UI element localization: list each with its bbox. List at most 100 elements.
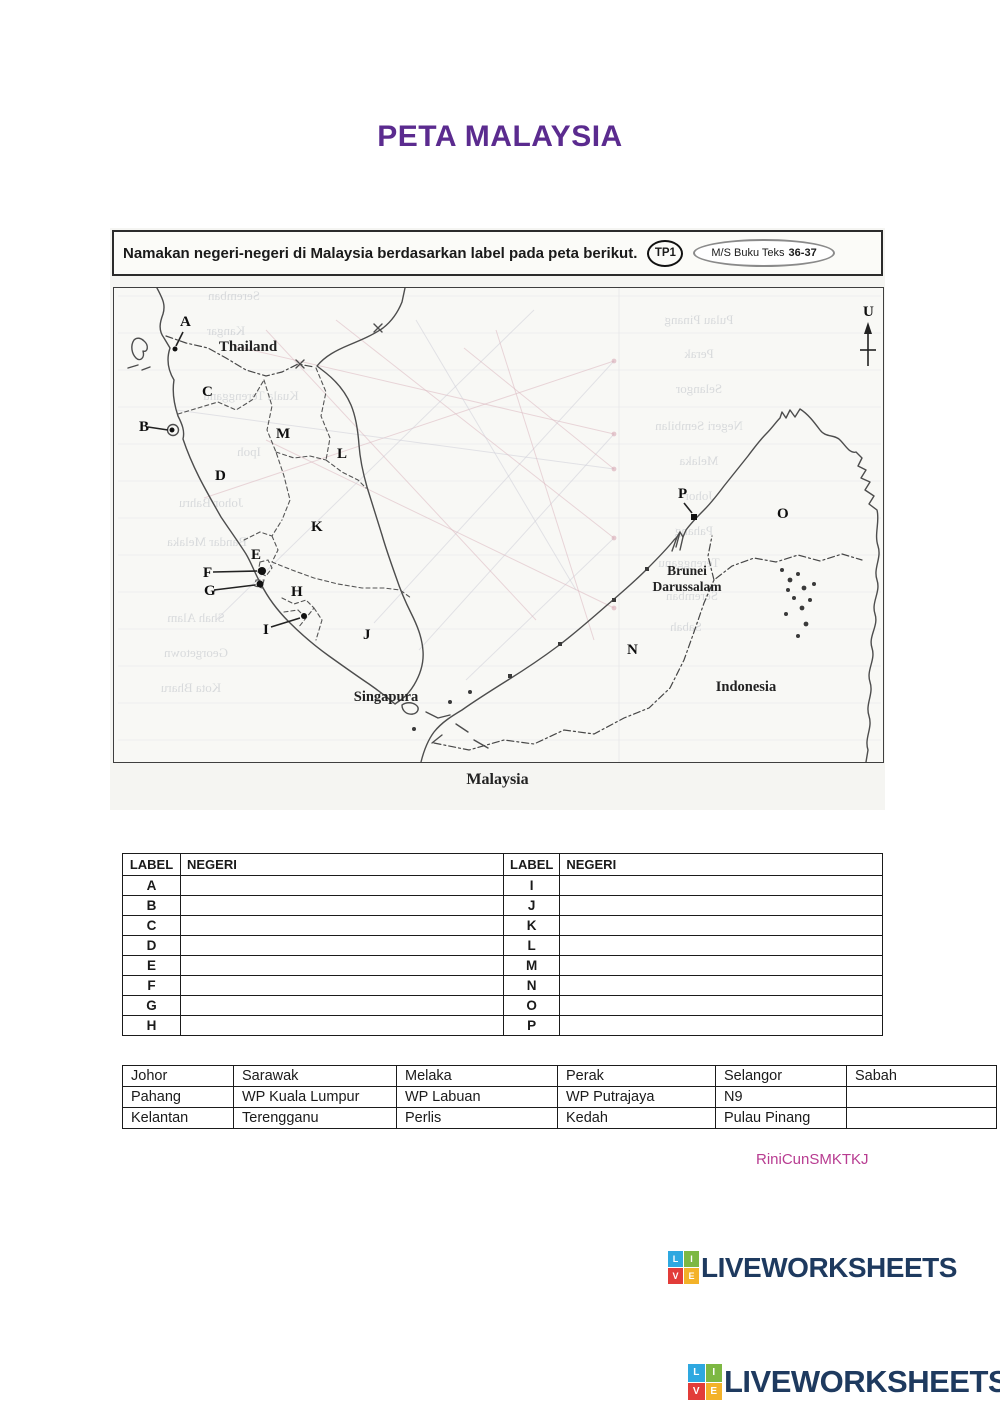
word-bank-item: WP Kuala Lumpur xyxy=(233,1086,397,1108)
answer-table-header-label-left: LABEL xyxy=(122,853,181,876)
word-bank-row: Pahang WP Kuala Lumpur WP Labuan WP Putraja… xyxy=(122,1086,997,1108)
word-bank-item: Johor xyxy=(122,1065,234,1087)
map-leader-I xyxy=(270,617,301,628)
word-bank-empty-cell xyxy=(846,1107,997,1129)
label-cell-N: N xyxy=(502,975,561,996)
answer-input-H[interactable] xyxy=(180,1015,504,1036)
word-bank-table: Johor Sarawak Melaka Perak Selangor Sabah Paha… xyxy=(122,1065,997,1129)
ghost-bleed-line xyxy=(373,360,615,624)
map-label-J: J xyxy=(363,627,371,643)
word-bank-item: Pahang xyxy=(122,1086,234,1108)
ghost-text: Ipoh xyxy=(237,444,261,459)
map-label-G: G xyxy=(204,583,216,599)
ghost-bleed-line xyxy=(495,329,595,641)
ghost-bleed-line xyxy=(418,433,615,651)
borneo-coastline xyxy=(420,408,880,763)
word-bank-item: Melaka xyxy=(396,1065,558,1087)
ghost-text: Pulau Pinang xyxy=(664,312,733,327)
indonesia-border-line xyxy=(433,535,863,751)
map-leader-P xyxy=(683,502,693,514)
word-bank-item: Kedah xyxy=(557,1107,716,1129)
map-dot-B xyxy=(169,427,175,433)
ghost-bleed-line xyxy=(335,319,615,539)
ghost-text: Negeri Sembilan xyxy=(655,418,743,433)
word-bank-item: WP Labuan xyxy=(396,1086,558,1108)
ghost-text: Terengganu xyxy=(658,555,720,570)
ghost-bleed-line xyxy=(175,409,615,470)
map-dot-A xyxy=(172,346,178,352)
answer-input-A[interactable] xyxy=(180,875,504,896)
map-caption: Malaysia xyxy=(466,771,529,788)
ghost-text: Kangar xyxy=(206,323,245,338)
map-label-O: O xyxy=(777,506,789,522)
logo-tile-L: L xyxy=(668,1251,683,1267)
label-cell-D: D xyxy=(122,935,181,956)
logo-tile-E: E xyxy=(705,1382,722,1400)
answer-input-N[interactable] xyxy=(559,975,884,996)
label-cell-J: J xyxy=(502,895,561,916)
label-cell-F: F xyxy=(122,975,181,996)
ghost-bleed-dot xyxy=(611,605,617,611)
answer-input-L[interactable] xyxy=(559,935,884,956)
ghost-bleed-line xyxy=(463,347,615,470)
singapore-island xyxy=(401,702,489,749)
label-cell-A: A xyxy=(122,875,181,896)
answer-input-C[interactable] xyxy=(180,915,504,936)
reference-pages: 36-37 xyxy=(788,247,817,259)
answer-table-header-label-right: LABEL xyxy=(502,853,561,876)
ghost-text: Perak xyxy=(684,346,714,361)
word-bank-empty-cell xyxy=(846,1086,997,1108)
map-leader-G xyxy=(213,584,256,591)
instruction-bar: Namakan negeri-negeri di Malaysia berdas… xyxy=(112,230,883,276)
ghost-text: Melaka xyxy=(679,453,718,468)
answer-input-J[interactable] xyxy=(559,895,884,916)
ghost-text: Seremban xyxy=(208,288,260,303)
logo-tile-V: V xyxy=(668,1268,683,1284)
answer-table-header-negeri-right: NEGERI xyxy=(559,853,884,876)
ghost-text: Kota Bharu xyxy=(160,680,221,695)
country-label-thailand: Thailand xyxy=(219,339,278,355)
answer-input-F[interactable] xyxy=(180,975,504,996)
logo-tile-I: I xyxy=(705,1364,722,1382)
answer-input-P[interactable] xyxy=(559,1015,884,1036)
answer-input-E[interactable] xyxy=(180,955,504,976)
ghost-bleed-dot xyxy=(611,466,617,472)
answer-input-K[interactable] xyxy=(559,915,884,936)
word-bank-item: Pulau Pinang xyxy=(715,1107,847,1129)
ghost-bleed-line xyxy=(465,537,615,681)
country-label-brunei: Brunei xyxy=(667,563,707,578)
label-cell-L: L xyxy=(502,935,561,956)
answer-input-I[interactable] xyxy=(559,875,884,896)
answer-table-header-negeri-left: NEGERI xyxy=(180,853,504,876)
map-leader-A xyxy=(175,331,184,347)
word-bank-item: Selangor xyxy=(715,1065,847,1087)
word-bank-item: Sabah xyxy=(846,1065,997,1087)
map-label-E: E xyxy=(251,547,261,563)
country-label-indonesia: Indonesia xyxy=(716,679,777,695)
scanned-exercise-block: Namakan negeri-negeri di Malaysia berdas… xyxy=(110,228,885,810)
answer-input-G[interactable] xyxy=(180,995,504,1016)
map-label-A: A xyxy=(180,314,191,330)
ghost-text: Johor xyxy=(684,488,714,503)
label-cell-M: M xyxy=(502,955,561,976)
malaysia-map-svg: Seremban Kangar Kuala Terengganu Ipoh Johor … xyxy=(118,287,881,763)
label-cell-I: I xyxy=(502,875,561,896)
map-label-H: H xyxy=(291,584,303,600)
answer-input-M[interactable] xyxy=(559,955,884,976)
ghost-text: Sabah xyxy=(670,619,702,634)
label-cell-P: P xyxy=(502,1015,561,1036)
ghost-bleed-line xyxy=(265,329,537,621)
answer-input-O[interactable] xyxy=(559,995,884,1016)
answer-input-D[interactable] xyxy=(180,935,504,956)
thailand-border-line xyxy=(165,335,315,377)
answer-input-B[interactable] xyxy=(180,895,504,916)
border-cross-marks xyxy=(295,323,383,369)
word-bank-item: Kelantan xyxy=(122,1107,234,1129)
